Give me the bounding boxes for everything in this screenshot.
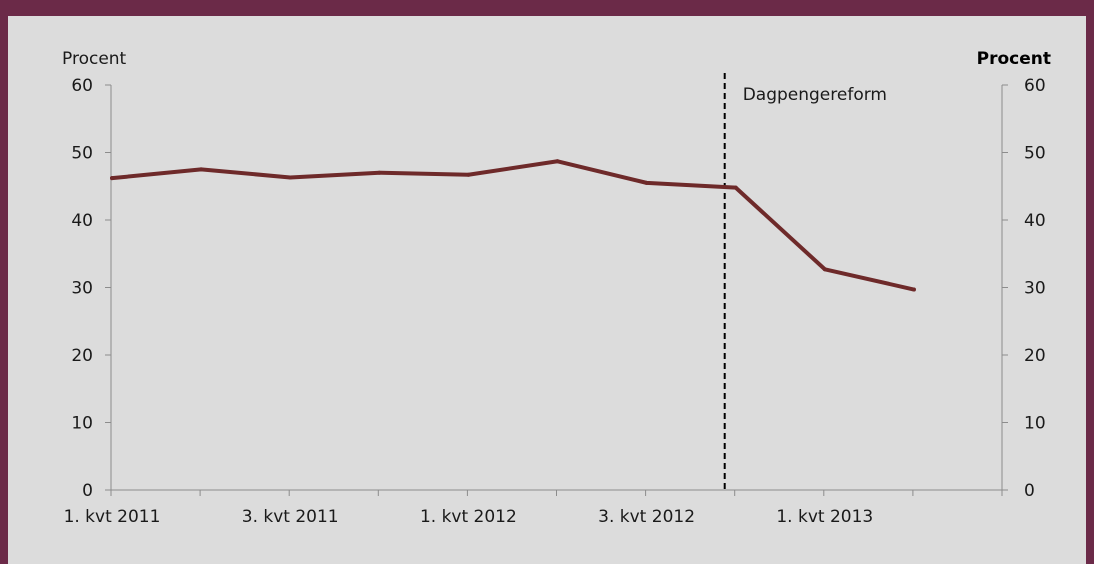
data-point-9 xyxy=(911,287,916,292)
left-axis-unit-label: Procent xyxy=(62,49,127,69)
data-point-5 xyxy=(555,159,560,164)
right-y-tick-label-40: 40 xyxy=(1024,211,1046,231)
left-y-tick-label-40: 40 xyxy=(71,211,93,231)
series-line-0 xyxy=(110,159,916,292)
right-y-tick-label-0: 0 xyxy=(1024,481,1035,501)
data-point-1 xyxy=(199,167,204,172)
data-point-7 xyxy=(733,185,738,190)
left-y-tick-label-20: 20 xyxy=(71,346,93,366)
right-y-tick-label-30: 30 xyxy=(1024,279,1046,299)
data-point-2 xyxy=(288,175,293,180)
x-tick-label-8: 1. kvt 2013 xyxy=(776,507,873,527)
left-y-tick-label-30: 30 xyxy=(71,279,93,299)
chart-frame xyxy=(8,16,1086,564)
right-axis-unit-label: Procent xyxy=(977,49,1051,69)
data-point-8 xyxy=(822,267,827,272)
x-tick-label-2: 3. kvt 2011 xyxy=(242,507,339,527)
data-point-3 xyxy=(377,170,382,175)
right-y-tick-label-60: 60 xyxy=(1024,76,1046,96)
data-point-0 xyxy=(110,176,114,181)
x-tick-label-0: 1. kvt 2011 xyxy=(64,507,161,527)
left-y-tick-label-50: 50 xyxy=(71,144,93,164)
left-y-tick-label-0: 0 xyxy=(82,481,93,501)
reform-annotation: Dagpengereform xyxy=(743,85,887,105)
x-tick-label-4: 1. kvt 2012 xyxy=(420,507,517,527)
right-y-tick-label-10: 10 xyxy=(1024,414,1046,434)
left-y-tick-label-60: 60 xyxy=(71,76,93,96)
data-point-6 xyxy=(644,180,649,185)
right-y-tick-label-20: 20 xyxy=(1024,346,1046,366)
right-y-tick-label-50: 50 xyxy=(1024,144,1046,164)
data-point-4 xyxy=(466,172,471,177)
left-y-tick-label-10: 10 xyxy=(71,414,93,434)
x-tick-label-6: 3. kvt 2012 xyxy=(598,507,695,527)
